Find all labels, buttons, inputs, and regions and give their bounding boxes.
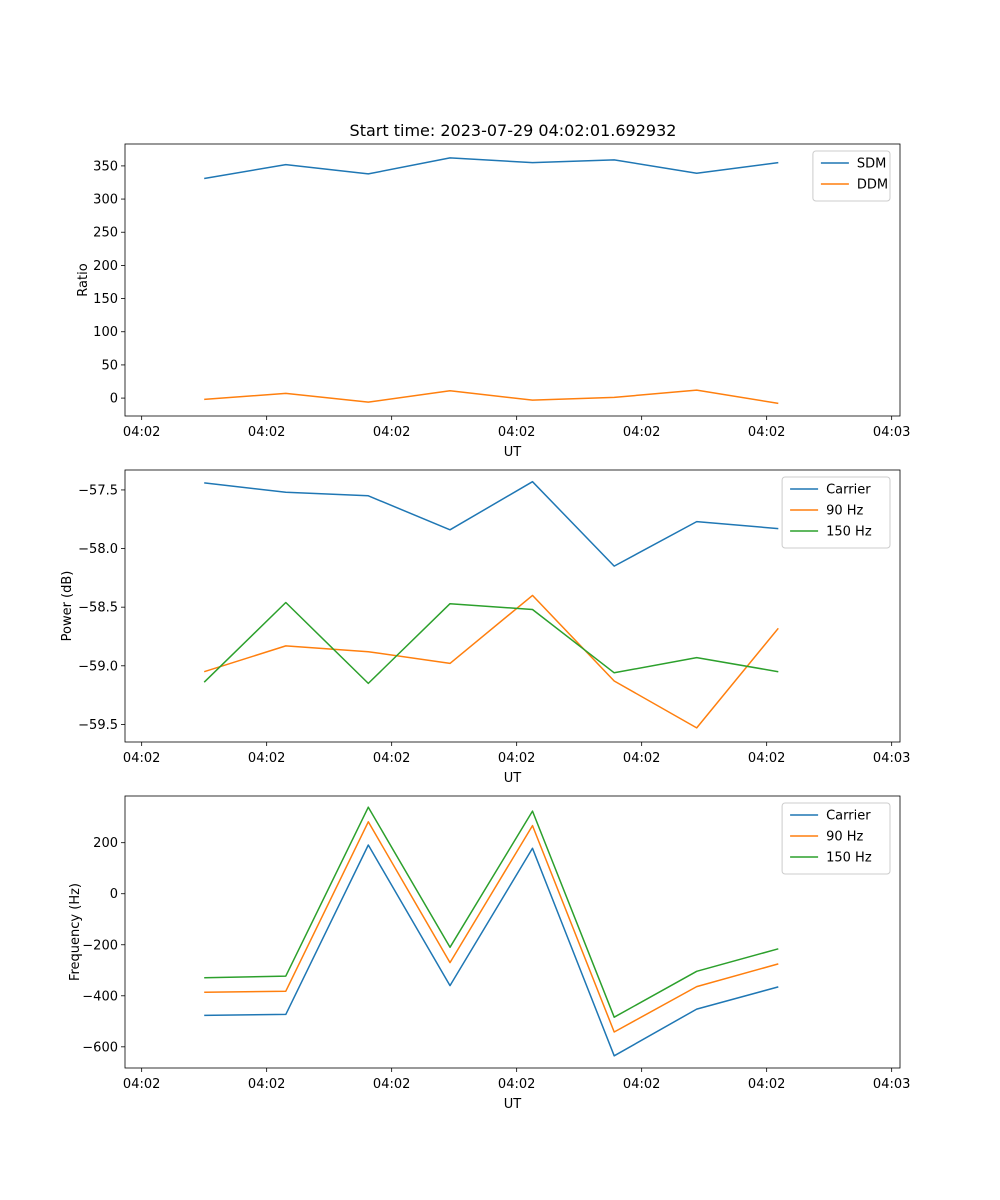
x-tick-label: 04:02	[623, 425, 660, 440]
series-line-sdm	[204, 157, 779, 180]
legend-label: DDM	[857, 178, 888, 193]
x-tick-label: 04:02	[498, 751, 535, 766]
x-tick-label: 04:02	[248, 751, 285, 766]
series-line-150-hz	[204, 806, 779, 1018]
y-tick-label: −59.5	[78, 718, 118, 733]
x-axis-label: UT	[504, 445, 522, 460]
series-line-carrier	[204, 844, 779, 1057]
y-tick-label: −58.0	[78, 542, 118, 557]
y-tick-label: −59.0	[78, 659, 118, 674]
y-axis-label: Power (dB)	[60, 571, 75, 642]
y-tick-label: −57.5	[78, 483, 118, 498]
x-axis-label: UT	[504, 771, 522, 786]
y-tick-label: 300	[93, 193, 118, 208]
series-line-90-hz	[203, 594, 779, 729]
legend-label: Carrier	[826, 809, 871, 824]
y-tick-label: 200	[93, 259, 118, 274]
y-tick-label: −58.5	[78, 601, 118, 616]
x-tick-label: 04:02	[623, 1077, 660, 1092]
axes-frame	[124, 795, 901, 1069]
x-tick-label: 04:02	[373, 751, 410, 766]
axes-frame	[124, 143, 901, 417]
legend: Carrier 90 Hz 150 Hz	[781, 802, 891, 875]
x-tick-label: 04:03	[873, 425, 910, 440]
y-tick-label: 250	[93, 226, 118, 241]
y-tick-label: −600	[82, 1040, 118, 1055]
y-tick-label: 50	[101, 358, 118, 373]
legend-label: 90 Hz	[826, 830, 863, 845]
y-axis-label: Frequency (Hz)	[68, 883, 83, 981]
legend-label: SDM	[857, 157, 886, 172]
chart-panel-1: 04:02 04:02 04:02 04:02 04:02 04:02 04:03 0 50 10…	[76, 143, 910, 460]
y-tick-label: 0	[110, 887, 118, 902]
x-tick-label: 04:02	[623, 751, 660, 766]
x-tick-label: 04:02	[748, 1077, 785, 1092]
x-axis-label: UT	[504, 1097, 522, 1112]
x-tick-label: 04:03	[873, 1077, 910, 1092]
y-tick-label: 100	[93, 325, 118, 340]
figure-title: Start time: 2023-07-29 04:02:01.692932	[350, 121, 677, 140]
x-tick-label: 04:02	[373, 1077, 410, 1092]
y-tick-label: 200	[93, 836, 118, 851]
x-tick-label: 04:03	[873, 751, 910, 766]
y-tick-label: −400	[82, 989, 118, 1004]
axes-frame	[124, 469, 901, 743]
series-line-carrier	[204, 480, 779, 567]
x-tick-label: 04:02	[123, 1077, 160, 1092]
x-tick-label: 04:02	[373, 425, 410, 440]
legend: Carrier 90 Hz 150 Hz	[781, 476, 891, 549]
chart-panel-2: 04:02 04:02 04:02 04:02 04:02 04:02 04:03 −59.5…	[60, 469, 910, 786]
y-tick-label: −200	[82, 938, 118, 953]
legend-label: Carrier	[826, 483, 871, 498]
y-tick-label: 350	[93, 159, 118, 174]
x-tick-label: 04:02	[248, 425, 285, 440]
legend-label: 150 Hz	[826, 525, 872, 540]
x-tick-label: 04:02	[123, 751, 160, 766]
y-tick-label: 150	[93, 292, 118, 307]
x-tick-label: 04:02	[748, 751, 785, 766]
y-tick-label: 0	[110, 392, 118, 407]
y-axis-label: Ratio	[76, 263, 91, 296]
legend-label: 90 Hz	[826, 504, 863, 519]
legend-label: 150 Hz	[826, 851, 872, 866]
chart-panel-3: 04:02 04:02 04:02 04:02 04:02 04:02 04:03 −600 −…	[68, 795, 910, 1112]
legend: SDM DDM	[812, 150, 891, 202]
series-line-90-hz	[204, 821, 779, 1033]
x-tick-label: 04:02	[123, 425, 160, 440]
x-tick-label: 04:02	[498, 1077, 535, 1092]
series-line-150-hz	[203, 601, 779, 685]
series-line-ddm	[204, 389, 779, 405]
x-tick-label: 04:02	[248, 1077, 285, 1092]
x-tick-label: 04:02	[748, 425, 785, 440]
x-tick-label: 04:02	[498, 425, 535, 440]
